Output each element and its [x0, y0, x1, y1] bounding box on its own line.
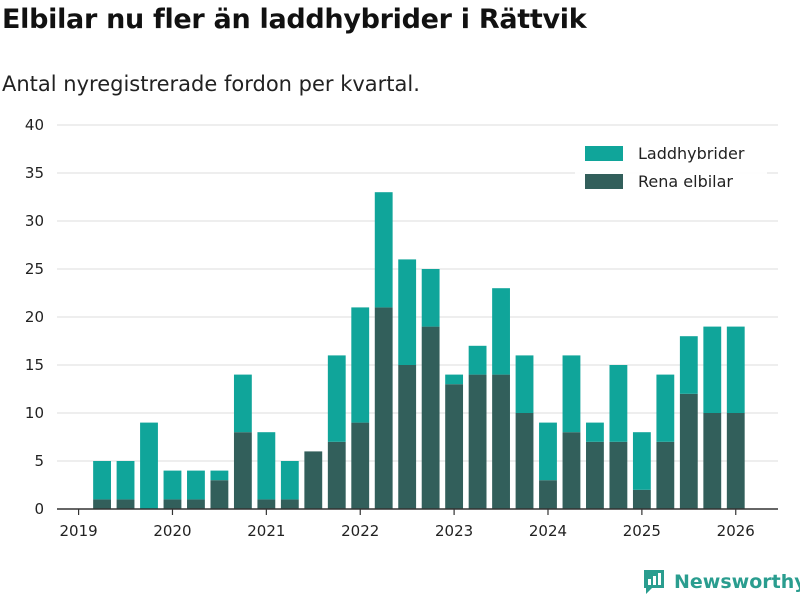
bar-laddhybrider[interactable] [726, 326, 745, 413]
brand-name: Newsworthy [674, 571, 800, 593]
bar-rena-elbilar[interactable] [726, 413, 745, 509]
bar-rena-elbilar[interactable] [703, 413, 722, 509]
x-tick-label: 2019 [59, 522, 97, 540]
bar-laddhybrider[interactable] [632, 432, 651, 490]
y-tick-label: 25 [25, 260, 44, 278]
bar-laddhybrider[interactable] [187, 470, 205, 500]
bar-laddhybrider[interactable] [609, 365, 628, 442]
bar-rena-elbilar[interactable] [609, 441, 628, 509]
bar-laddhybrider[interactable] [280, 461, 299, 500]
x-tick-label: 2023 [435, 522, 473, 540]
bar-rena-elbilar[interactable] [539, 480, 557, 509]
bar-rena-elbilar[interactable] [351, 422, 370, 509]
bar-rena-elbilar[interactable] [93, 499, 111, 509]
bar-rena-elbilar[interactable] [421, 326, 440, 509]
bar-laddhybrider[interactable] [492, 288, 510, 375]
bar-rena-elbilar[interactable] [515, 413, 534, 509]
newsworthy-logo-icon [644, 570, 664, 594]
bar-laddhybrider[interactable] [515, 355, 534, 413]
bar-rena-elbilar[interactable] [280, 499, 299, 509]
y-tick-label: 10 [25, 404, 44, 422]
bar-laddhybrider[interactable] [374, 192, 393, 308]
bar-rena-elbilar[interactable] [304, 451, 323, 509]
bar-laddhybrider[interactable] [233, 374, 252, 433]
legend-rena-elbilar-swatch [585, 174, 623, 189]
bar-rena-elbilar[interactable] [116, 499, 135, 509]
bar-rena-elbilar[interactable] [257, 499, 276, 509]
bar-laddhybrider[interactable] [140, 422, 158, 509]
bar-rena-elbilar[interactable] [374, 307, 393, 509]
bar-rena-elbilar[interactable] [632, 489, 651, 509]
bar-rena-elbilar[interactable] [492, 374, 510, 509]
bar-laddhybrider[interactable] [398, 259, 417, 365]
legend: Laddhybrider Rena elbilar [575, 140, 767, 198]
bar-rena-elbilar[interactable] [562, 432, 581, 509]
x-tick-label: 2021 [247, 522, 285, 540]
bar-rena-elbilar[interactable] [187, 499, 205, 509]
legend-laddhybrider-swatch [585, 146, 623, 161]
bar-rena-elbilar[interactable] [679, 393, 698, 509]
y-tick-label: 30 [25, 212, 44, 230]
x-tick-label: 2026 [717, 522, 755, 540]
x-tick-label: 2025 [623, 522, 661, 540]
x-tick-label: 2022 [341, 522, 379, 540]
y-tick-label: 0 [34, 500, 44, 518]
bar-rena-elbilar[interactable] [656, 441, 675, 509]
y-tick-label: 35 [25, 164, 44, 182]
y-tick-label: 5 [34, 452, 44, 470]
bar-laddhybrider[interactable] [586, 422, 604, 442]
bar-laddhybrider[interactable] [421, 269, 440, 327]
bar-rena-elbilar[interactable] [445, 384, 464, 509]
legend-rena-elbilar-label: Rena elbilar [638, 172, 733, 191]
bar-laddhybrider[interactable] [93, 461, 111, 500]
y-tick-label: 15 [25, 356, 44, 374]
chart-subtitle: Antal nyregistrerade fordon per kvartal. [2, 72, 420, 96]
bar-laddhybrider[interactable] [703, 326, 722, 413]
bar-laddhybrider[interactable] [257, 432, 276, 500]
bars [93, 192, 745, 509]
bar-rena-elbilar[interactable] [398, 365, 417, 509]
x-tick-label: 2024 [529, 522, 567, 540]
bar-laddhybrider[interactable] [539, 422, 557, 481]
y-tick-label: 20 [25, 308, 44, 326]
bar-rena-elbilar[interactable] [327, 441, 346, 509]
x-tick-label: 2020 [153, 522, 191, 540]
legend-laddhybrider-label: Laddhybrider [638, 144, 745, 163]
bar-rena-elbilar[interactable] [163, 499, 182, 509]
bar-rena-elbilar[interactable] [586, 441, 604, 509]
bar-rena-elbilar[interactable] [210, 480, 229, 509]
bar-laddhybrider[interactable] [351, 307, 370, 423]
bar-laddhybrider[interactable] [116, 461, 135, 500]
bar-laddhybrider[interactable] [656, 374, 675, 442]
chart-title: Elbilar nu fler än laddhybrider i Rättvi… [2, 4, 587, 35]
bar-laddhybrider[interactable] [468, 345, 487, 375]
bar-laddhybrider[interactable] [163, 470, 182, 500]
bar-rena-elbilar[interactable] [233, 432, 252, 509]
bar-laddhybrider[interactable] [562, 355, 581, 433]
bar-rena-elbilar[interactable] [468, 374, 487, 509]
bar-laddhybrider[interactable] [327, 355, 346, 442]
bar-laddhybrider[interactable] [679, 336, 698, 394]
bar-laddhybrider[interactable] [210, 470, 229, 481]
y-tick-label: 40 [25, 116, 44, 134]
bar-laddhybrider[interactable] [445, 374, 464, 385]
brand-logo[interactable]: Newsworthy [642, 568, 800, 596]
